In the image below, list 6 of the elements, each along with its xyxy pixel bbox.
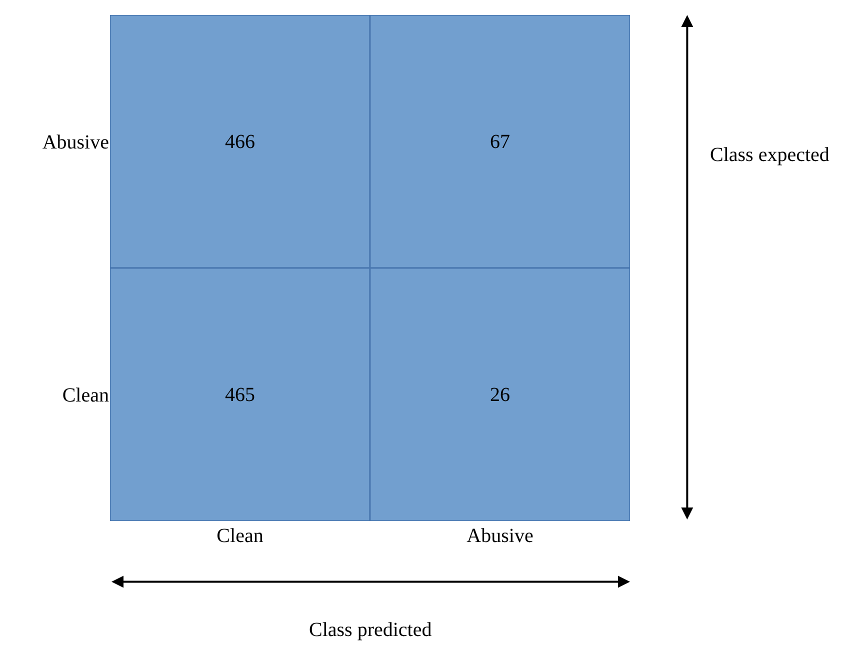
data-label: 26: [490, 384, 510, 406]
x-axis-title: Class predicted: [309, 619, 432, 641]
data-label: 466: [225, 131, 255, 153]
data-label: 465: [225, 384, 255, 406]
y-axis-title: Class expected: [710, 144, 830, 166]
data-label: 67: [490, 131, 510, 153]
